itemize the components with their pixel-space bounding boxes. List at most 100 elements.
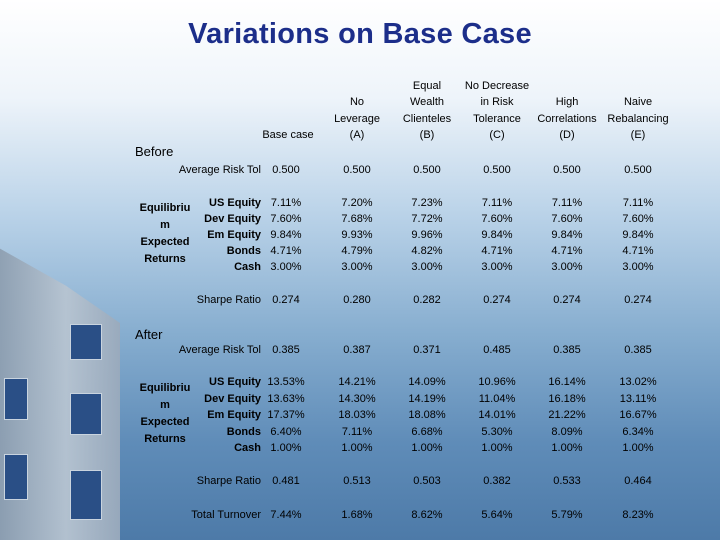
- after-sharpe-row-value: 0.382: [483, 475, 511, 487]
- after-avg-risk-row-value: 0.371: [413, 344, 441, 356]
- after-asset-row-value: 8.09%: [551, 425, 583, 438]
- before-sharpe-row-value: 0.280: [343, 294, 371, 306]
- before-asset-row-value: 9.96%: [411, 229, 443, 241]
- before-asset-row-label: Em Equity: [207, 229, 261, 241]
- column-header-5: Rebalancing: [607, 112, 669, 125]
- before-asset-row-value: 4.71%: [622, 245, 654, 257]
- after-asset-row-value: 1.00%: [411, 442, 443, 454]
- before-asset-row-value: 3.00%: [270, 261, 302, 273]
- column-header-5: Naive: [623, 96, 653, 108]
- column-header-1: Leverage: [334, 112, 380, 125]
- after-turnover-row-label: Total Turnover: [191, 509, 261, 521]
- after-asset-row-label: Em Equity: [207, 409, 261, 421]
- before-asset-row-value: 9.84%: [481, 229, 513, 241]
- after-avg-risk-row-value: 0.385: [624, 344, 652, 356]
- after-asset-row-value: 14.21%: [338, 376, 376, 388]
- after-turnover-row-value: 8.23%: [622, 509, 654, 521]
- after-asset-row-value: 16.18%: [548, 392, 586, 405]
- after-asset-row-value: 6.34%: [622, 425, 654, 438]
- column-header-4: Correlations: [537, 112, 597, 125]
- after-avg-risk-row-value: 0.387: [343, 344, 371, 356]
- after-asset-row-value: 14.09%: [408, 376, 446, 388]
- before-asset-row-value: 9.84%: [270, 229, 302, 241]
- after-sharpe-row-value: 0.464: [624, 475, 652, 487]
- column-header-3: in Risk: [480, 96, 514, 108]
- after-sharpe-row-label: Sharpe Ratio: [196, 475, 261, 487]
- after-asset-row-label: US Equity: [209, 376, 261, 388]
- before-asset-row-label: Bonds: [226, 245, 261, 257]
- before-sharpe-row-value: 0.282: [413, 294, 441, 306]
- after-asset-row-value: 18.03%: [338, 409, 376, 421]
- after-asset-row-value: 13.11%: [619, 392, 657, 405]
- before-asset-row-value: 4.79%: [341, 245, 373, 257]
- after-asset-row-value: 1.00%: [481, 442, 513, 454]
- after-avg-risk-row-label: Average Risk Tol: [178, 344, 261, 356]
- before-asset-row-value: 7.68%: [341, 213, 373, 225]
- before-asset-row-value: 9.84%: [551, 229, 583, 241]
- before-asset-row-value: 7.11%: [551, 197, 583, 209]
- after-asset-row-value: 21.22%: [548, 409, 586, 421]
- before-asset-row-value: 3.00%: [341, 261, 373, 273]
- after-asset-row-value: 13.02%: [619, 376, 657, 388]
- before-avg-risk-row-value: 0.500: [483, 164, 511, 176]
- after-turnover-row-value: 8.62%: [411, 509, 443, 521]
- before-sharpe-row-value: 0.274: [553, 294, 581, 306]
- after-asset-row-value: 1.00%: [622, 442, 654, 454]
- after-turnover-row-value: 7.44%: [270, 509, 302, 521]
- before-section-label: Before: [135, 144, 174, 159]
- before-asset-row-value: 7.11%: [270, 197, 302, 209]
- after-asset-row-value: 5.30%: [481, 425, 513, 438]
- after-section-label: After: [135, 327, 163, 342]
- before-asset-row-value: 7.60%: [270, 213, 302, 225]
- after-asset-row-value: 10.96%: [478, 376, 516, 388]
- column-header-2: (B): [419, 129, 435, 141]
- after-turnover-row-value: 1.68%: [341, 509, 373, 521]
- before-asset-row-label: Cash: [234, 261, 261, 273]
- column-header-3: No Decrease: [464, 79, 530, 92]
- after-asset-row-value: 14.01%: [478, 409, 516, 421]
- after-equilibrium-label: Equilibriu m Expected Returns: [139, 382, 191, 445]
- before-sharpe-row-value: 0.274: [483, 294, 511, 306]
- before-sharpe-row-value: 0.274: [624, 294, 652, 306]
- after-asset-row-value: 6.68%: [411, 425, 443, 438]
- before-asset-row-value: 7.60%: [481, 213, 513, 225]
- column-header-2: Clienteles: [402, 112, 452, 125]
- before-asset-row-value: 4.71%: [551, 245, 583, 257]
- before-asset-row-value: 7.72%: [411, 213, 443, 225]
- before-asset-row-label: US Equity: [209, 197, 261, 209]
- after-asset-row-value: 11.04%: [478, 392, 516, 405]
- after-asset-row-value: 1.00%: [551, 442, 583, 454]
- before-asset-row-value: 7.23%: [411, 197, 443, 209]
- after-asset-row-value: 17.37%: [267, 409, 305, 421]
- column-header-1: (A): [349, 129, 365, 141]
- page-title: Variations on Base Case: [188, 18, 532, 50]
- column-header-4: (D): [559, 129, 575, 141]
- after-asset-row-value: 13.53%: [267, 376, 305, 388]
- before-asset-row-value: 9.93%: [341, 229, 373, 241]
- after-sharpe-row-value: 0.513: [343, 475, 371, 487]
- after-sharpe-row-value: 0.481: [272, 475, 300, 487]
- after-avg-risk-row-value: 0.485: [483, 344, 511, 356]
- column-header-0: Base case: [262, 129, 314, 141]
- after-asset-row-value: 16.14%: [548, 376, 586, 388]
- before-asset-row-value: 4.71%: [481, 245, 513, 257]
- before-asset-row-value: 7.60%: [551, 213, 583, 225]
- before-avg-risk-row-value: 0.500: [413, 164, 441, 176]
- before-asset-row-label: Dev Equity: [204, 213, 261, 225]
- before-sharpe-row-label: Sharpe Ratio: [196, 294, 261, 306]
- before-avg-risk-row-value: 0.500: [553, 164, 581, 176]
- after-avg-risk-row-value: 0.385: [272, 344, 300, 356]
- column-header-3: (C): [489, 129, 505, 141]
- before-asset-row-value: 4.82%: [411, 245, 443, 257]
- building-decoration: [0, 210, 130, 540]
- before-asset-row-value: 7.11%: [481, 197, 513, 209]
- after-asset-row-label: Dev Equity: [204, 392, 261, 405]
- after-asset-row-value: 1.00%: [270, 442, 302, 454]
- after-asset-row-value: 16.67%: [619, 409, 657, 421]
- after-avg-risk-row-value: 0.385: [553, 344, 581, 356]
- before-avg-risk-row-value: 0.500: [343, 164, 371, 176]
- after-sharpe-row-value: 0.533: [553, 475, 581, 487]
- before-asset-row-value: 7.11%: [622, 197, 654, 209]
- before-asset-row-value: 3.00%: [622, 261, 654, 273]
- column-header-2: Wealth: [409, 96, 445, 108]
